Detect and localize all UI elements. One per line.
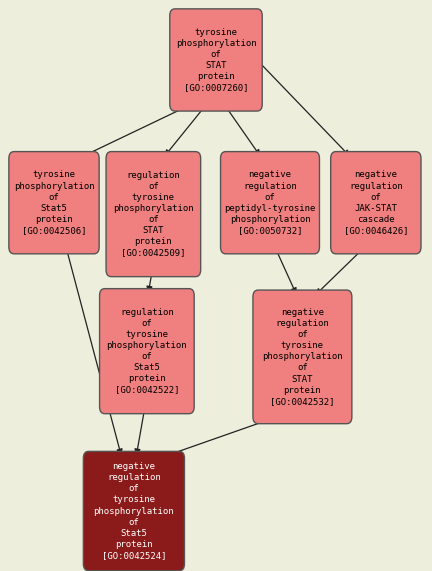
FancyBboxPatch shape — [220, 152, 319, 254]
Text: tyrosine
phosphorylation
of
Stat5
protein
[GO:0042506]: tyrosine phosphorylation of Stat5 protei… — [14, 171, 94, 235]
FancyBboxPatch shape — [99, 289, 194, 413]
Text: tyrosine
phosphorylation
of
STAT
protein
[GO:0007260]: tyrosine phosphorylation of STAT protein… — [176, 28, 256, 92]
FancyBboxPatch shape — [253, 290, 352, 424]
FancyBboxPatch shape — [330, 152, 421, 254]
Text: regulation
of
tyrosine
phosphorylation
of
STAT
protein
[GO:0042509]: regulation of tyrosine phosphorylation o… — [113, 171, 194, 258]
Text: regulation
of
tyrosine
phosphorylation
of
Stat5
protein
[GO:0042522]: regulation of tyrosine phosphorylation o… — [107, 308, 187, 395]
FancyBboxPatch shape — [83, 451, 184, 571]
Text: negative
regulation
of
JAK-STAT
cascade
[GO:0046426]: negative regulation of JAK-STAT cascade … — [343, 171, 408, 235]
Text: negative
regulation
of
tyrosine
phosphorylation
of
Stat5
protein
[GO:0042524]: negative regulation of tyrosine phosphor… — [94, 462, 174, 560]
FancyBboxPatch shape — [170, 9, 262, 111]
FancyBboxPatch shape — [9, 152, 99, 254]
Text: negative
regulation
of
peptidyl-tyrosine
phosphorylation
[GO:0050732]: negative regulation of peptidyl-tyrosine… — [224, 171, 316, 235]
Text: negative
regulation
of
tyrosine
phosphorylation
of
STAT
protein
[GO:0042532]: negative regulation of tyrosine phosphor… — [262, 308, 343, 406]
FancyBboxPatch shape — [106, 152, 200, 277]
